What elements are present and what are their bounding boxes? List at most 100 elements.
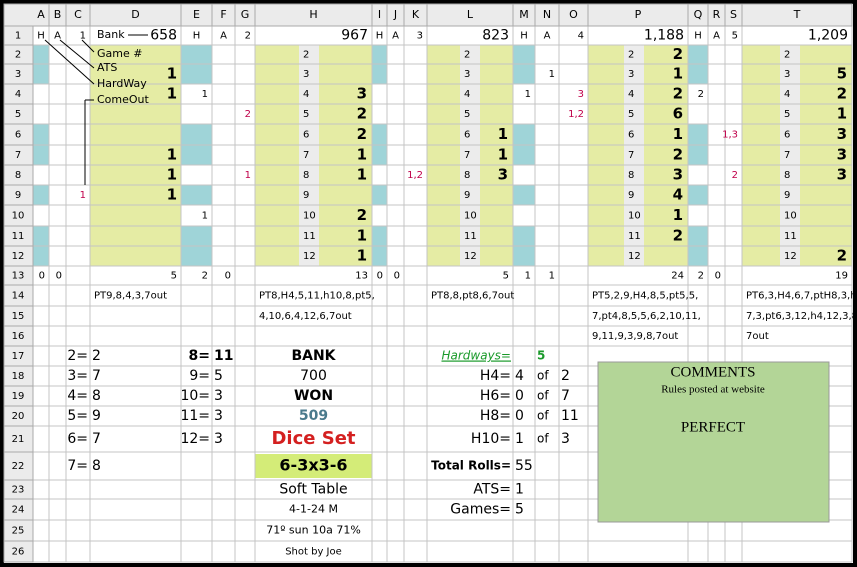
- cell: 1: [515, 431, 524, 447]
- cell: 11: [561, 408, 579, 424]
- cell: Hardways=: [441, 349, 511, 363]
- cell: H: [520, 31, 528, 42]
- point-label: 3: [784, 69, 790, 80]
- point-label: 8: [628, 170, 634, 181]
- cell: 0: [225, 271, 231, 282]
- cell: H: [37, 31, 45, 42]
- point-strip: [460, 185, 480, 205]
- row-header: 19: [12, 391, 25, 402]
- row-header: 10: [12, 211, 25, 222]
- sequence: PT8,8,pt8,6,7out: [431, 291, 514, 302]
- count: 3: [357, 85, 367, 103]
- cell: 4=: [67, 388, 88, 404]
- cell: H: [193, 31, 201, 42]
- count-fill: [90, 104, 181, 124]
- summary: 700: [300, 368, 327, 384]
- count: 1: [167, 146, 177, 164]
- point-strip: [299, 45, 319, 64]
- callout-line: [44, 39, 95, 85]
- row-header: 4: [15, 89, 21, 100]
- cell: of: [537, 389, 549, 403]
- point-strip: [780, 145, 800, 165]
- cell: 8=: [189, 348, 210, 364]
- cell: 3: [214, 388, 223, 404]
- cell: 7: [92, 431, 101, 447]
- callout: ATS: [97, 61, 117, 74]
- hit-fill: [33, 64, 49, 84]
- point-label: 5: [303, 109, 309, 120]
- point-strip: [624, 145, 644, 165]
- cell: 2: [202, 271, 208, 282]
- count: 1: [498, 146, 508, 164]
- hit-fill: [181, 45, 212, 64]
- cell: 1: [549, 271, 555, 282]
- cell: 1: [202, 89, 208, 100]
- point-label: 12: [784, 251, 797, 262]
- count: 1: [357, 247, 367, 265]
- cell: 24: [671, 271, 684, 282]
- point-label: 4: [784, 89, 790, 100]
- cell: 1: [202, 211, 208, 222]
- count-fill: [90, 124, 181, 145]
- count: 2: [837, 247, 847, 265]
- cell: 7=: [67, 458, 88, 474]
- point-label: 11: [464, 231, 477, 242]
- cell: 2: [698, 89, 704, 100]
- row-header: 23: [12, 485, 25, 496]
- point-strip: [780, 64, 800, 84]
- point-label: 7: [628, 150, 634, 161]
- dice-set-fill: [255, 454, 372, 478]
- count: 3: [837, 166, 847, 184]
- row-header: 21: [12, 434, 25, 445]
- cell: 2: [561, 368, 570, 384]
- point-label: 6: [303, 130, 309, 141]
- point-label: 9: [784, 190, 790, 201]
- hit-fill: [513, 45, 535, 64]
- point-strip: [624, 64, 644, 84]
- count: 2: [673, 146, 683, 164]
- cell: 1: [515, 482, 524, 498]
- cell: 0: [515, 408, 524, 424]
- point-strip: [299, 185, 319, 205]
- count: 1: [357, 166, 367, 184]
- bank: 1,209: [808, 28, 848, 44]
- count: 2: [837, 85, 847, 103]
- row-header: 7: [15, 150, 21, 161]
- cell: 9=: [189, 368, 210, 384]
- cell: 1: [549, 69, 555, 80]
- hit-fill: [33, 226, 49, 246]
- hit-fill: [33, 185, 49, 205]
- point-strip: [780, 165, 800, 185]
- cell: 1: [525, 271, 531, 282]
- count-fill: [90, 64, 181, 84]
- count: 1: [673, 125, 683, 143]
- hit-fill: [181, 226, 212, 246]
- row-header: 15: [12, 311, 25, 322]
- count: 3: [673, 166, 683, 184]
- point-strip: [780, 246, 800, 266]
- count: 6: [673, 105, 683, 123]
- hit-fill: [33, 145, 49, 165]
- point-strip: [624, 185, 644, 205]
- row-header: 3: [15, 69, 21, 80]
- column-header: N: [543, 8, 551, 21]
- count-fill: [90, 205, 181, 226]
- point-label: 9: [303, 190, 309, 201]
- column-header: M: [519, 8, 529, 21]
- hit-fill: [372, 246, 387, 266]
- cell: 2=: [67, 348, 88, 364]
- point-strip: [299, 124, 319, 145]
- point-strip: [624, 226, 644, 246]
- sequence: 4,10,6,4,12,6,7out: [259, 311, 352, 322]
- hit-fill: [181, 246, 212, 266]
- point-strip: [299, 64, 319, 84]
- summary: 71º sun 10a 71%: [266, 524, 361, 537]
- cell: of: [537, 409, 549, 423]
- column-header: H: [309, 8, 317, 21]
- point-strip: [780, 104, 800, 124]
- point-label: 3: [464, 69, 470, 80]
- hit-fill: [372, 45, 387, 64]
- point-label: 10: [464, 211, 477, 222]
- cell: 5: [171, 271, 177, 282]
